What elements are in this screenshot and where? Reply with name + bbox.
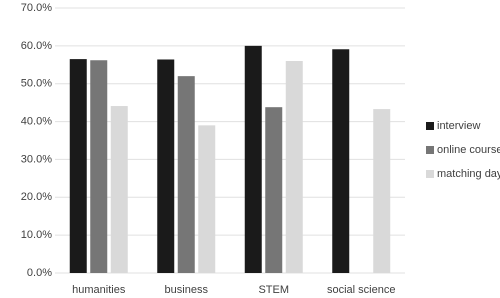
bar [332,49,350,274]
legend-swatch [426,146,434,154]
legend-label: interview [437,120,480,132]
legend-swatch [426,122,434,130]
legend-label: matching day [437,168,500,180]
bar [244,45,262,273]
bar [90,60,108,273]
bar [177,76,195,274]
y-tick-label: 10.0% [21,229,52,241]
bar [285,61,303,273]
legend-label: online course [437,144,500,156]
bar [373,109,391,273]
bar [110,106,128,273]
y-tick-label: 20.0% [21,191,52,203]
y-tick-label: 40.0% [21,115,52,127]
bar [198,125,216,273]
bar [265,107,283,273]
y-tick-label: 60.0% [21,40,52,52]
bar [69,59,87,273]
bar [157,59,175,273]
x-tick-label: humanities [72,284,126,296]
y-tick-label: 70.0% [21,2,52,14]
x-tick-label: business [165,284,209,296]
y-tick-label: 30.0% [21,153,52,165]
legend-swatch [426,170,434,178]
y-tick-label: 0.0% [27,267,52,279]
x-tick-label: STEM [258,284,289,296]
y-tick-label: 50.0% [21,78,52,90]
x-tick-label: social science [327,284,395,296]
